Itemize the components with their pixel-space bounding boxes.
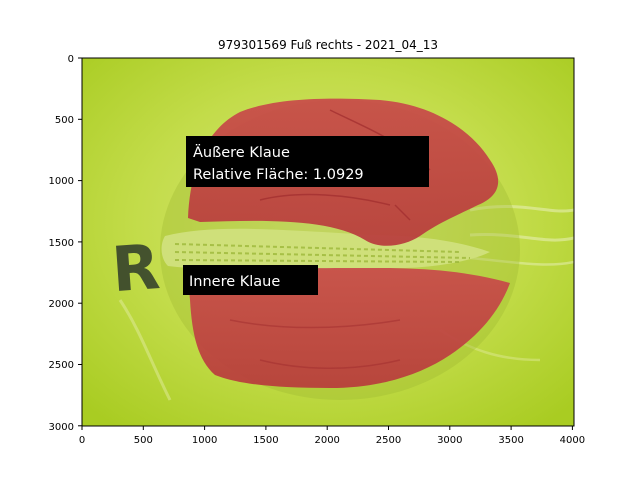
outer-claw-label: Äußere Klaue — [193, 143, 290, 161]
glove-wrinkle — [118, 299, 172, 401]
relative-area-label: Relative Fläche: 1.0929 — [193, 167, 364, 183]
glove-wrinkle — [469, 256, 574, 266]
outer-claw-annotation: Äußere Klaue Relative Fläche: 1.0929 — [186, 136, 429, 187]
inner-claw-mask — [189, 268, 510, 388]
inner-claw-texture — [229, 319, 401, 369]
y-tick-label: 3000 — [49, 422, 74, 433]
inner-claw-annotation: Innere Klaue — [183, 265, 318, 295]
y-tick-label: 2500 — [49, 360, 74, 371]
x-tick-label: 500 — [134, 435, 153, 446]
outer-claw-label-box — [186, 136, 429, 187]
x-tick-label: 3000 — [437, 435, 462, 446]
x-axis: 0 500 1000 1500 2000 2500 3000 3500 4000 — [79, 426, 585, 446]
glove-wrinkle — [469, 204, 574, 213]
inner-claw-label: Innere Klaue — [189, 274, 280, 290]
x-tick-label: 1000 — [192, 435, 217, 446]
x-tick-label: 2500 — [376, 435, 401, 446]
interdigital-ridges — [174, 243, 471, 263]
y-axis: 0 500 1000 1500 2000 2500 3000 — [49, 54, 82, 433]
marker-letter: R — [109, 230, 162, 306]
y-tick-label: 1000 — [49, 176, 74, 187]
glove-wrinkle — [469, 233, 574, 242]
y-tick-label: 0 — [68, 54, 74, 65]
x-tick-label: 0 — [79, 435, 85, 446]
inner-claw-label-box — [183, 265, 318, 295]
y-tick-label: 500 — [55, 115, 74, 126]
x-tick-label: 2000 — [314, 435, 339, 446]
y-tick-label: 2000 — [49, 299, 74, 310]
photo: R — [82, 58, 574, 426]
x-tick-label: 4000 — [560, 435, 585, 446]
chart-title: 979301569 Fuß rechts - 2021_04_13 — [218, 38, 438, 52]
x-tick-label: 3500 — [498, 435, 523, 446]
x-tick-label: 1500 — [253, 435, 278, 446]
y-tick-label: 1500 — [49, 238, 74, 249]
